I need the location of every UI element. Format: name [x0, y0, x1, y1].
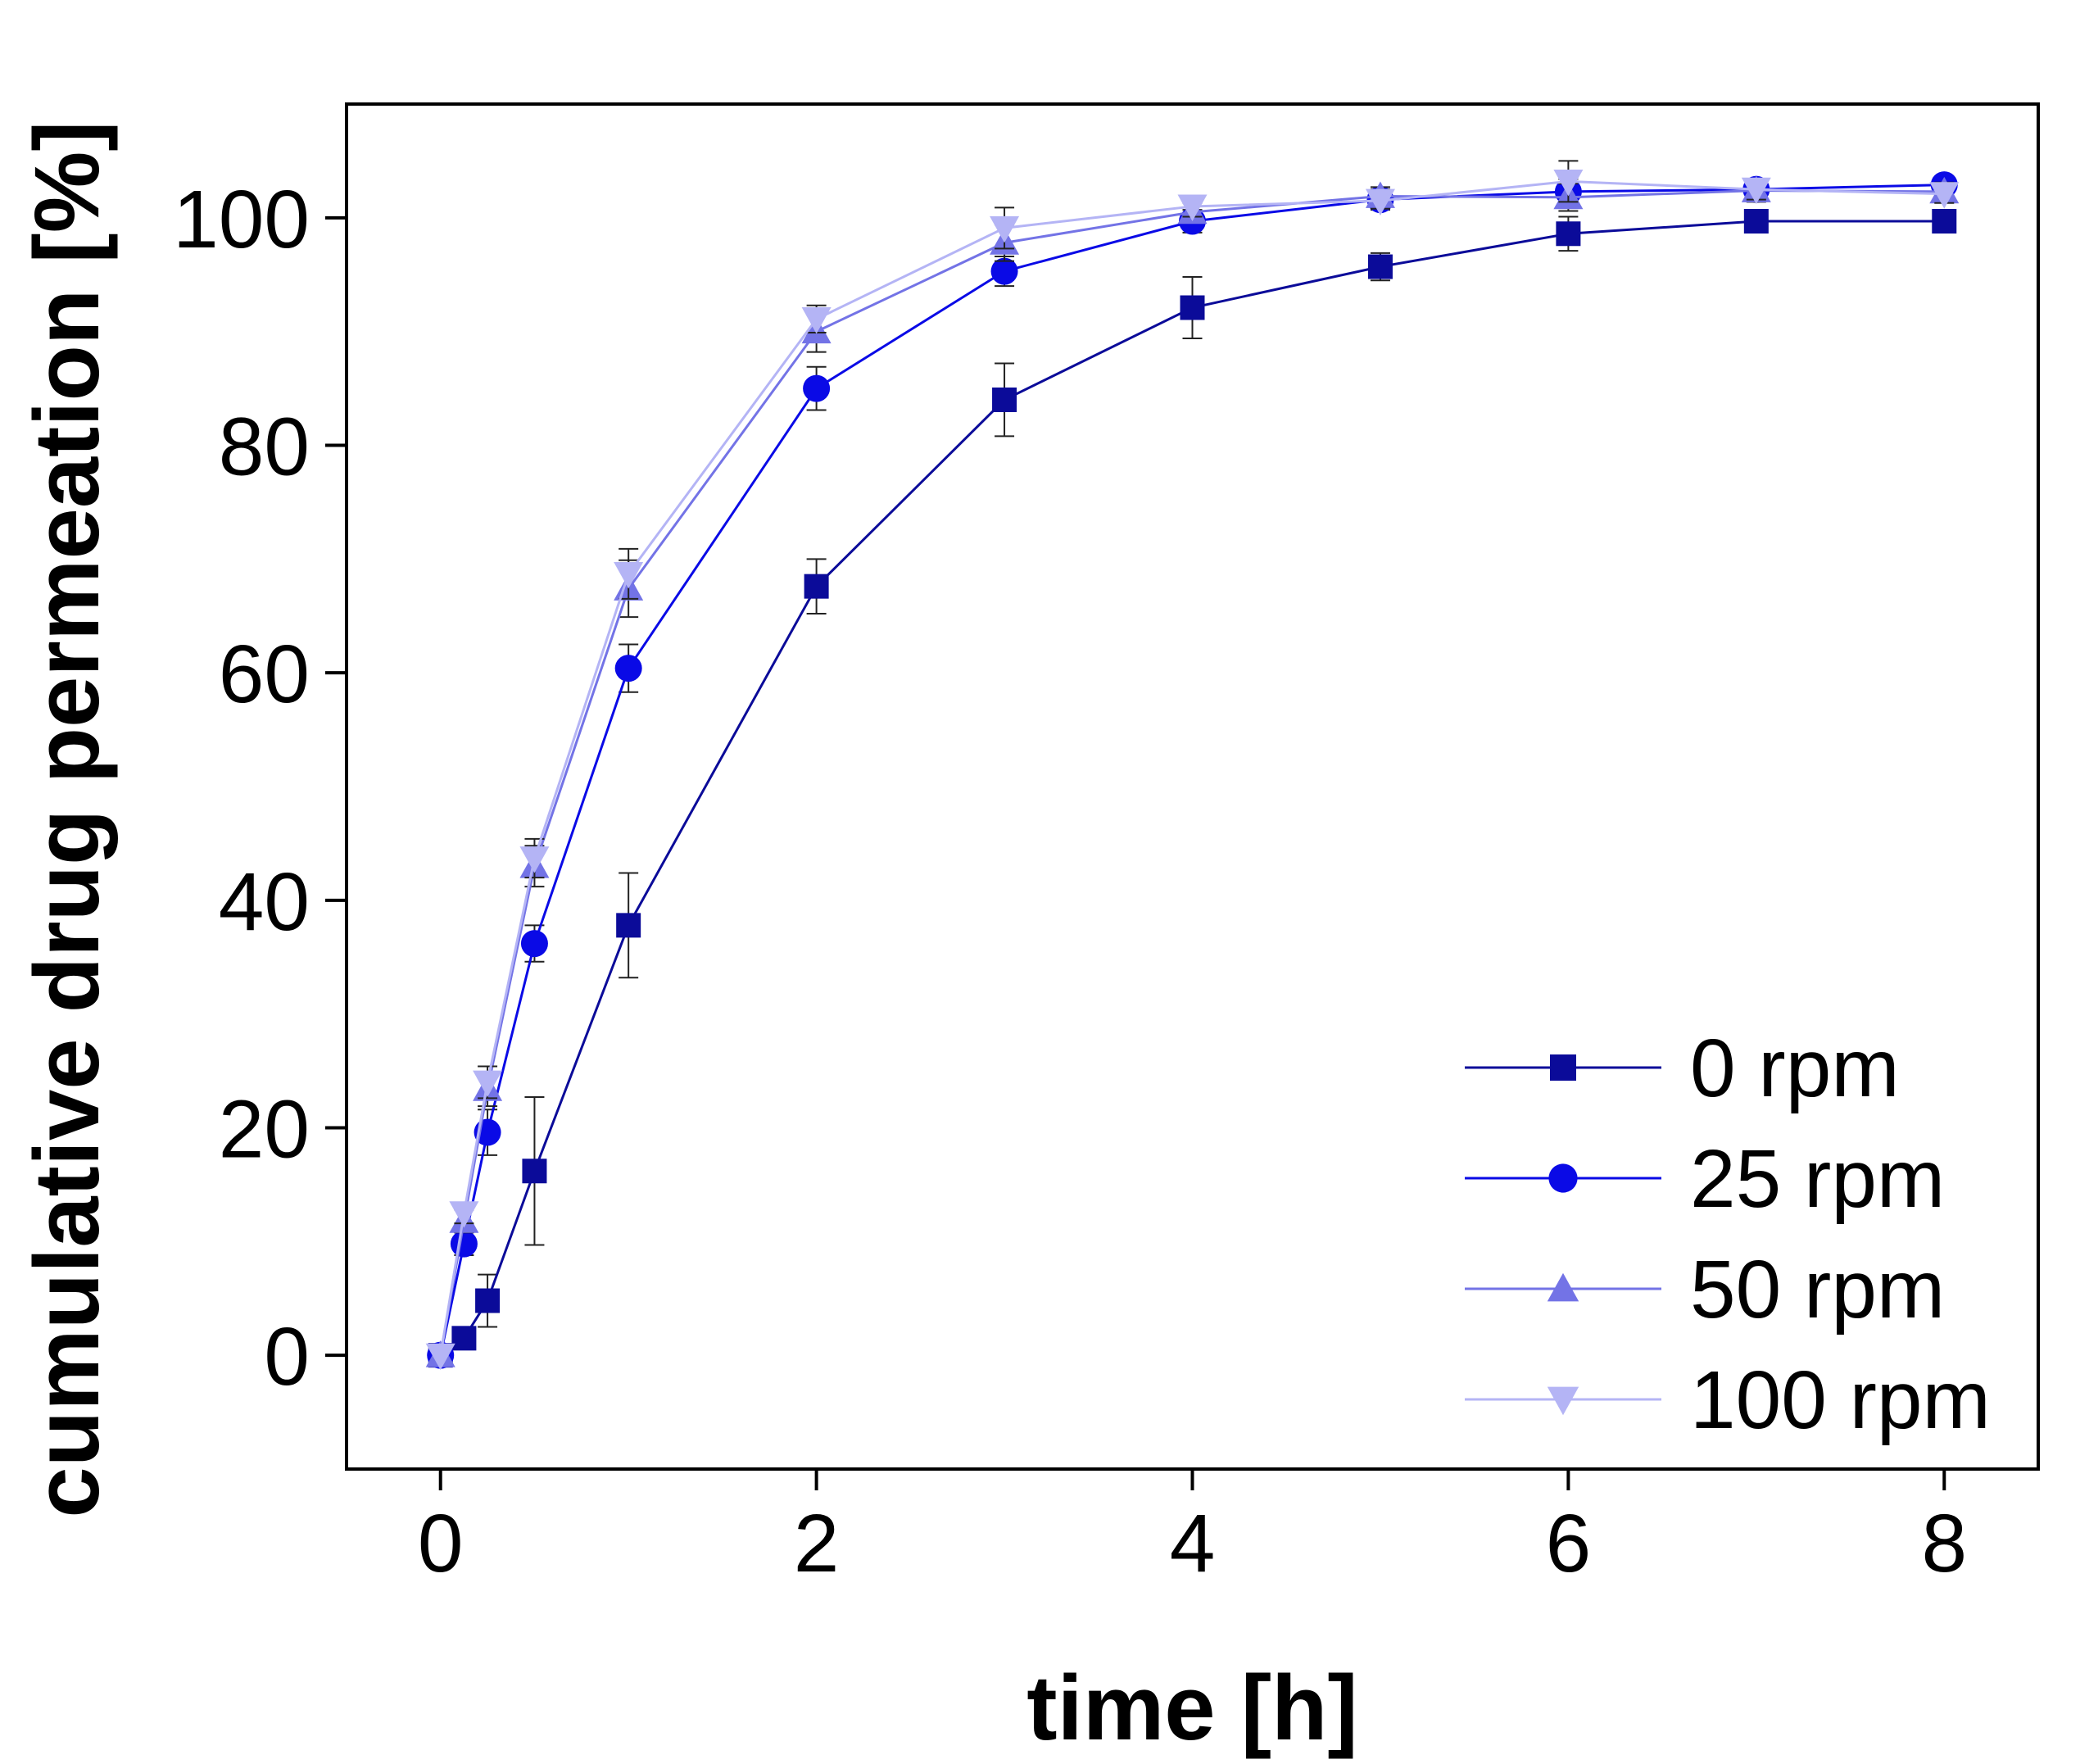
legend-label: 50 rpm [1690, 1244, 1945, 1335]
series-layer [425, 160, 1960, 1371]
x-tick-label: 8 [1921, 1498, 1967, 1589]
data-point [1929, 182, 1960, 209]
data-point [1367, 254, 1393, 279]
data-point [616, 913, 641, 938]
legend-marker [1548, 1163, 1578, 1193]
legend-item: 25 rpm [1465, 1133, 1945, 1225]
x-axis-title: time [h] [1026, 1657, 1357, 1759]
data-point [990, 257, 1018, 285]
legend-marker [1550, 1054, 1576, 1081]
x-tick-label: 4 [1170, 1498, 1216, 1589]
legend-label: 25 rpm [1690, 1133, 1945, 1225]
legend-item: 0 rpm [1465, 1023, 1900, 1114]
data-point [804, 574, 829, 599]
y-tick-label: 0 [264, 1311, 310, 1403]
data-point [614, 655, 642, 682]
series-line [439, 184, 1945, 1356]
data-point [449, 1201, 479, 1228]
legend-label: 100 rpm [1690, 1354, 1991, 1446]
y-tick-label: 40 [219, 856, 310, 948]
data-point [450, 1230, 478, 1258]
data-point [1743, 208, 1769, 234]
data-point [801, 306, 832, 334]
data-point [522, 1159, 547, 1184]
data-point [1741, 177, 1771, 205]
x-tick-label: 0 [418, 1498, 464, 1589]
legend-item: 50 rpm [1465, 1244, 1945, 1335]
y-tick-label: 60 [219, 628, 310, 720]
data-point [1365, 188, 1395, 216]
legend: 0 rpm 25 rpm 50 rpm 100 rpm [1465, 1023, 1991, 1446]
data-point [520, 930, 548, 958]
data-point [992, 387, 1017, 412]
legend-marker [1547, 1386, 1579, 1416]
data-point [1553, 170, 1584, 197]
y-tick-label: 20 [219, 1084, 310, 1176]
data-point [990, 215, 1020, 243]
data-point [614, 561, 644, 589]
y-tick-label: 100 [173, 174, 310, 265]
data-point [451, 1326, 477, 1351]
series-line [439, 189, 1945, 1356]
series-line [439, 179, 1945, 1356]
data-point [1177, 194, 1208, 221]
y-tick-label: 80 [219, 401, 310, 493]
data-point [425, 1343, 455, 1371]
data-point [1932, 208, 1957, 234]
series-100-rpm [425, 160, 1960, 1371]
legend-label: 0 rpm [1690, 1023, 1900, 1114]
data-point [519, 846, 550, 873]
data-point [473, 1070, 503, 1097]
data-point [803, 374, 831, 402]
data-point [1180, 295, 1205, 320]
data-point [475, 1288, 501, 1313]
x-tick-label: 2 [794, 1498, 840, 1589]
y-axis-title: cumulative drug permeation [%] [16, 120, 118, 1517]
legend-marker [1547, 1272, 1579, 1302]
x-tick-label: 6 [1546, 1498, 1592, 1589]
data-point [1556, 221, 1581, 247]
series-0-rpm [428, 208, 1957, 1368]
legend-item: 100 rpm [1465, 1354, 1991, 1446]
